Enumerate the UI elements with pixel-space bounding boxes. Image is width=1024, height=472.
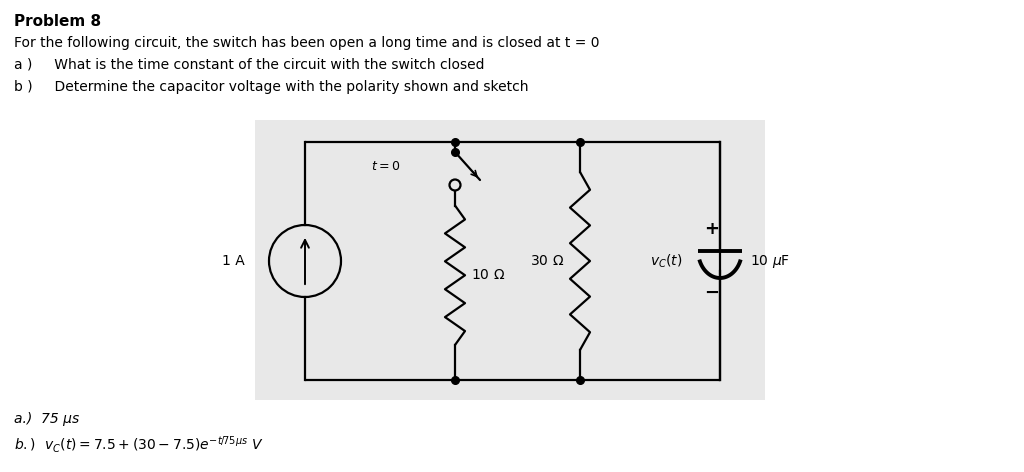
Text: $v_C(t)$: $v_C(t)$ <box>649 253 682 270</box>
Text: 10 $\mu$F: 10 $\mu$F <box>750 253 791 270</box>
Text: $b.)\ \ v_C(t) = 7.5 + (30 - 7.5)e^{-t/75\mu s}\ V$: $b.)\ \ v_C(t) = 7.5 + (30 - 7.5)e^{-t/7… <box>14 434 264 455</box>
Text: −: − <box>705 284 720 302</box>
Text: 1 A: 1 A <box>222 254 245 268</box>
Text: +: + <box>705 220 720 238</box>
Text: a )     What is the time constant of the circuit with the switch closed: a ) What is the time constant of the cir… <box>14 58 485 72</box>
Text: For the following circuit, the switch has been open a long time and is closed at: For the following circuit, the switch ha… <box>14 36 600 50</box>
Text: 30 $\Omega$: 30 $\Omega$ <box>529 254 564 268</box>
Text: Problem 8: Problem 8 <box>14 14 101 29</box>
FancyBboxPatch shape <box>255 120 765 400</box>
Text: a.)  75 μs: a.) 75 μs <box>14 412 80 426</box>
Text: 10 $\Omega$: 10 $\Omega$ <box>471 268 505 282</box>
Text: $t = 0$: $t = 0$ <box>371 160 400 174</box>
Text: b )     Determine the capacitor voltage with the polarity shown and sketch: b ) Determine the capacitor voltage with… <box>14 80 529 94</box>
